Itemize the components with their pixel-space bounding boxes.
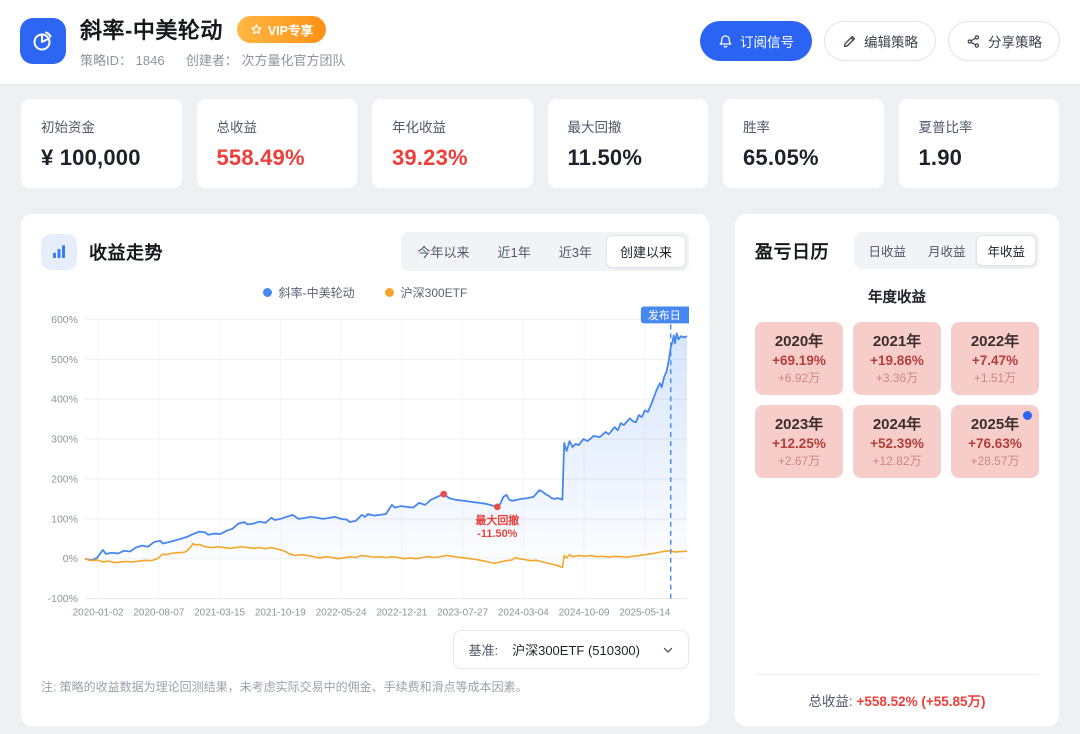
legend-dot-orange [384,288,394,297]
strategy-meta: 策略ID： 1846 创建者： 次方量化官方团队 [80,50,345,69]
share-strategy-button[interactable]: 分享策略 [948,21,1060,61]
svg-text:400%: 400% [51,395,78,406]
svg-text:2023-07-27: 2023-07-27 [437,608,488,619]
stat-card-initial-capital: 初始资金 ¥ 100,000 [20,98,183,189]
svg-text:2021-10-19: 2021-10-19 [255,608,306,619]
year-cell-2022: 2022年 +7.47% +1.51万 [951,322,1039,395]
svg-text:-100%: -100% [48,594,78,605]
stat-card-annualized-return: 年化收益 39.23% [371,98,534,189]
year-cell-2025: 2025年 +76.63% +28.57万 [951,405,1039,478]
page-title: 斜率-中美轮动 [80,18,223,43]
year-cell-2023: 2023年 +12.25% +2.67万 [755,405,843,478]
calendar-tab-yearly[interactable]: 年收益 [976,235,1036,266]
vip-badge: VIP专享 [236,15,326,43]
year-cell-2021: 2021年 +19.86% +3.36万 [853,322,941,395]
benchmark-select[interactable]: 基准: 沪深300ETF (510300) [453,630,689,669]
svg-text:2020-01-02: 2020-01-02 [73,608,124,619]
strategy-id-value: 1846 [135,53,165,68]
pie-chart-icon [31,29,55,53]
svg-text:200%: 200% [51,474,78,485]
current-year-dot [1023,411,1032,420]
range-tab-ytd[interactable]: 今年以来 [417,245,470,260]
stat-value: 1.90 [918,145,963,170]
returns-chart: -100% 0% 100% 200% 300% 400% 500% 600% 2020-01-0… [41,305,703,626]
svg-text:2024-03-04: 2024-03-04 [498,608,549,619]
stat-label: 胜率 [743,120,770,135]
edit-strategy-button[interactable]: 编辑策略 [824,21,936,61]
benchmark-label: 基准: [468,643,499,658]
svg-text:2024-10-09: 2024-10-09 [559,608,610,619]
range-tab-1y[interactable]: 近1年 [497,245,531,260]
stat-card-max-drawdown: 最大回撤 11.50% [546,98,709,189]
stats-row: 初始资金 ¥ 100,000 总收益 558.49% 年化收益 39.23% 最… [20,98,1060,189]
stat-card-total-return: 总收益 558.49% [195,98,358,189]
year-grid: 2020年 +69.19% +6.92万 2021年 +19.86% +3.36… [755,322,1039,478]
stat-card-win-rate: 胜率 65.05% [722,98,885,189]
legend-item-benchmark[interactable]: 沪深300ETF [384,284,467,301]
benchmark-value: 沪深300ETF (510300) [512,643,640,658]
svg-text:2020-08-07: 2020-08-07 [133,608,184,619]
calendar-card: 盈亏日历 日收益 月收益 年收益 年度收益 2020年 +69.19% +6.9… [734,213,1060,727]
svg-text:-11.50%: -11.50% [477,528,517,540]
stat-value: 558.49% [216,145,305,170]
star-icon [250,23,263,36]
svg-text:2025-05-14: 2025-05-14 [619,608,670,619]
calendar-tab-daily[interactable]: 日收益 [868,245,906,259]
svg-text:2022-12-21: 2022-12-21 [376,608,427,619]
svg-text:600%: 600% [51,315,78,326]
stat-value: 65.05% [743,145,819,170]
top-bar: 斜率-中美轮动 VIP专享 策略ID： 1846 创建者： 次方量化官方团队 [0,0,1080,84]
range-tabs: 今年以来 近1年 近3年 创建以来 [400,232,689,271]
svg-text:2021-03-15: 2021-03-15 [194,608,245,619]
year-cell-2024: 2024年 +52.39% +12.82万 [853,405,941,478]
strategy-id-label: 策略ID： [80,53,133,68]
stat-value: 39.23% [392,145,468,170]
subscribe-button[interactable]: 订阅信号 [700,21,812,61]
creator-value: 次方量化官方团队 [241,53,346,68]
chart-legend: 斜率-中美轮动 沪深300ETF [41,284,689,301]
returns-card: 收益走势 今年以来 近1年 近3年 创建以来 斜率-中美轮动 沪深300ETF … [20,213,710,727]
stat-value: ¥ 100,000 [41,145,141,170]
stat-label: 总收益 [216,120,258,135]
legend-item-strategy[interactable]: 斜率-中美轮动 [262,284,355,301]
total-return-label: 总收益: [808,694,853,709]
range-tab-3y[interactable]: 近3年 [558,245,592,260]
strategy-icon [20,18,66,64]
calendar-tab-monthly[interactable]: 月收益 [927,245,966,259]
bell-icon [718,34,733,49]
creator-label: 创建者： [185,53,238,68]
svg-text:发布日: 发布日 [648,308,681,322]
chevron-down-icon [662,644,674,656]
calendar-tabs: 日收益 月收益 年收益 [854,232,1039,269]
returns-title: 收益走势 [89,242,163,263]
stat-label: 初始资金 [41,120,95,135]
svg-text:100%: 100% [51,514,78,525]
bar-chart-icon [41,233,77,270]
stat-label: 年化收益 [392,120,446,135]
svg-text:300%: 300% [51,435,78,446]
stat-label: 最大回撤 [567,120,622,135]
total-return-value: +558.52% (+55.85万) [856,694,986,709]
share-icon [966,34,981,49]
stat-value: 11.50% [567,145,643,170]
legend-dot-blue [262,288,272,297]
annual-returns-subtitle: 年度收益 [868,290,926,306]
svg-text:2022-05-24: 2022-05-24 [316,608,367,619]
calendar-title: 盈亏日历 [755,241,829,262]
stat-label: 夏普比率 [918,120,973,135]
svg-text:500%: 500% [51,355,78,366]
pencil-icon [842,34,857,49]
range-tab-inception[interactable]: 创建以来 [605,235,686,268]
backtest-note: 注: 策略的收益数据为理论回测结果，未考虑实际交易中的佣金、手续费和滑点等成本因… [41,680,528,694]
calendar-footer: 总收益: +558.52% (+55.85万) [755,674,1039,710]
year-cell-2020: 2020年 +69.19% +6.92万 [755,322,843,395]
svg-text:最大回撤: 最大回撤 [475,513,519,527]
stat-card-sharpe-ratio: 夏普比率 1.90 [897,98,1060,189]
svg-text:0%: 0% [63,554,78,565]
